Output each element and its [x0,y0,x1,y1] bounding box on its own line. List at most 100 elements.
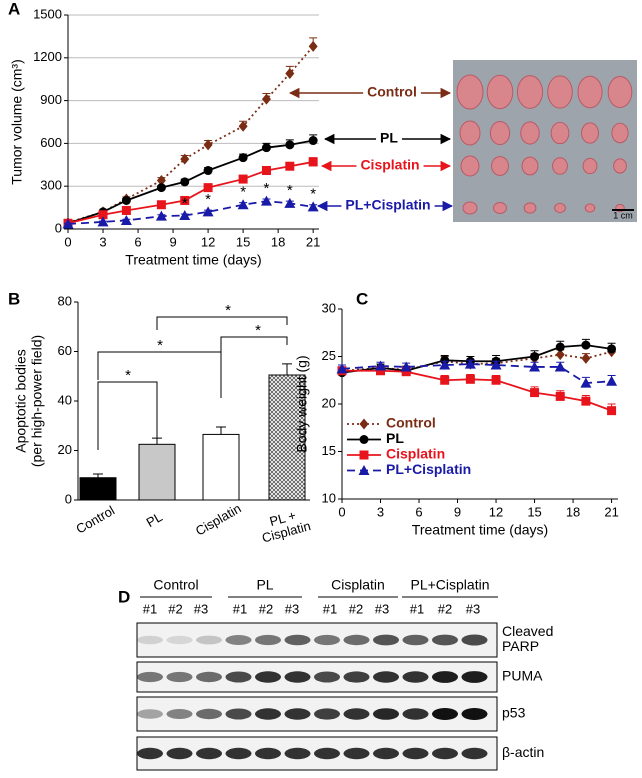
x-tick-label: 6 [134,234,141,249]
band [255,671,281,683]
tumor [581,122,599,144]
lane-label: #2 [259,601,273,616]
significance-mark: * [264,180,270,197]
marker [180,177,190,187]
x-axis-label: Treatment time (days) [125,252,261,268]
row-label: Cleaved [502,623,553,639]
marker [261,143,271,153]
y-tick-label: 20 [322,395,336,410]
y-tick-label: 15 [322,443,336,458]
band [373,634,399,646]
marker [375,360,387,371]
band [314,747,340,760]
marker [121,195,131,205]
significance-bracket [97,381,158,450]
arrow-label: PL [380,130,398,146]
arrow-label: Cisplatin [360,157,419,173]
band [225,671,252,683]
row-label: PUMA [502,668,543,684]
marker [359,435,369,444]
band [432,634,458,646]
marker [607,344,617,354]
marker [285,67,295,79]
y-tick-label: 30 [322,300,336,315]
marker [580,377,592,388]
lane-label: #2 [438,601,452,616]
bar [268,374,306,501]
lane-label: #2 [168,601,182,616]
marker [156,174,166,186]
panel-label: C [356,289,368,308]
band [255,708,281,720]
marker [439,359,451,370]
marker [336,363,348,374]
lane-label: #1 [143,601,157,616]
x-tick-label: 6 [415,504,422,519]
marker [440,375,450,385]
marker [555,391,565,401]
marker [606,375,618,386]
band [461,747,488,760]
lane-label: #1 [323,601,337,616]
tumor [607,76,633,108]
band [196,671,222,683]
marker [202,206,214,217]
y-tick-label: 1200 [33,49,62,64]
band [461,671,488,683]
marker [554,361,566,372]
marker [376,366,386,376]
marker [530,352,540,361]
tumor [462,201,478,215]
band [343,708,370,720]
band [432,671,458,683]
marker [359,450,369,460]
band [343,634,370,646]
tumor [491,156,509,176]
band [402,708,429,720]
band [432,708,458,720]
tumors [456,74,633,215]
x-tick-label: 12 [201,234,215,249]
tumor [611,122,629,144]
marker [359,418,369,430]
significance-bracket [97,351,222,398]
marker [203,139,213,151]
band [284,747,311,760]
marker [285,140,295,150]
arrow-label: PL+Cisplatin [345,197,430,213]
marker [358,465,370,475]
tumor [552,157,568,175]
band [137,747,163,760]
tumor [520,121,540,145]
marker [97,216,109,227]
lane-label: #2 [349,601,363,616]
x-tick-label: 9 [454,504,461,519]
tumor [550,121,570,145]
marker [491,375,501,385]
band [225,635,252,645]
significance-mark: * [310,186,316,203]
y-tick-label: 25 [322,348,336,363]
band [255,634,281,646]
error-bar [216,426,226,435]
marker [261,93,271,105]
marker [284,197,296,208]
significance-mark: * [240,184,246,201]
marker [180,153,190,165]
band [225,747,252,760]
significance-mark: * [225,302,231,319]
band [314,708,340,720]
band [196,635,222,645]
band [402,747,429,760]
y-tick-label: 60 [58,343,72,358]
y-axis-label: Tumor volume (cm³) [9,59,25,185]
band [373,708,399,720]
series-line [342,369,612,412]
tumor [489,120,511,146]
marker [238,153,248,163]
group-label: Cisplatin [331,577,385,593]
band [225,708,252,720]
band [196,708,222,720]
